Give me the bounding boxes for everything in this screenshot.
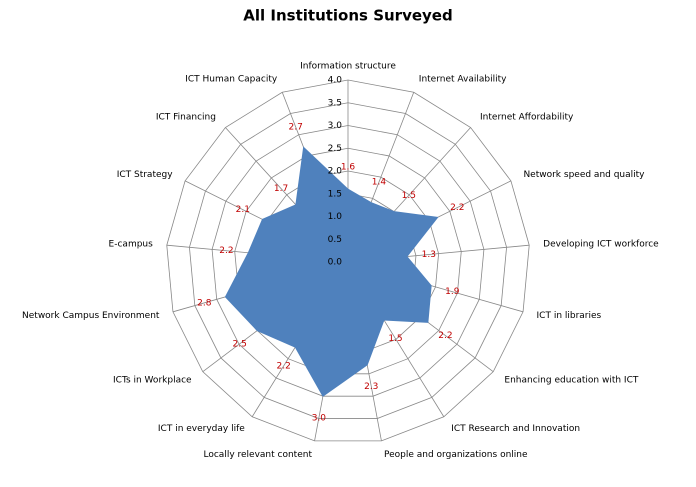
y-tick-label: 2.0	[328, 167, 343, 177]
value-label: 2.5	[233, 339, 247, 349]
category-label: People and organizations online	[384, 450, 528, 460]
value-label: 2.2	[277, 361, 291, 371]
grid-ring	[189, 102, 507, 419]
value-label: 2.3	[364, 382, 378, 392]
chart-title: All Institutions Surveyed	[243, 7, 452, 25]
radar-area	[224, 146, 439, 397]
category-label: Locally relevant content	[204, 450, 313, 460]
category-label: ICT in libraries	[537, 311, 602, 321]
y-tick-label: 4.0	[328, 76, 343, 86]
category-label: Internet Availability	[419, 75, 507, 85]
value-label: 2.7	[289, 122, 303, 132]
category-label: ICT Financing	[156, 113, 216, 123]
value-label: 2.8	[197, 298, 212, 308]
value-label: 2.2	[450, 203, 464, 213]
y-tick-label: 1.0	[328, 212, 343, 222]
category-label: Information structure	[300, 62, 396, 72]
category-label: Network speed and quality	[523, 170, 645, 180]
category-label: Developing ICT workforce	[543, 239, 659, 249]
y-tick-label: 0.0	[328, 258, 343, 268]
category-label: Enhancing education with ICT	[504, 376, 638, 386]
value-label: 1.9	[445, 287, 460, 297]
y-tick-label: 2.5	[328, 144, 342, 154]
y-tick-label: 3.0	[328, 121, 343, 131]
grid-ring	[166, 79, 530, 442]
category-label: ICTs in Workplace	[113, 376, 192, 386]
value-label: 1.3	[422, 250, 436, 260]
y-tick-label: 3.5	[328, 98, 342, 108]
value-label: 1.7	[274, 184, 288, 194]
category-label: ICT Human Capacity	[185, 75, 278, 85]
value-label: 3.0	[312, 413, 327, 423]
value-label: 1.5	[388, 334, 402, 344]
value-label: 2.2	[438, 331, 452, 341]
category-label: ICT Research and Innovation	[451, 424, 580, 434]
category-label: Network Campus Environment	[22, 311, 160, 321]
y-tick-label: 0.5	[328, 235, 342, 245]
value-label: 1.6	[341, 163, 356, 173]
category-label: Internet Affordability	[480, 113, 574, 123]
category-label: E-campus	[109, 239, 154, 249]
category-label: ICT in everyday life	[158, 424, 245, 434]
y-tick-label: 1.5	[328, 189, 342, 199]
value-label: 2.2	[219, 246, 233, 256]
grid-ring	[211, 125, 485, 397]
value-label: 2.1	[236, 205, 250, 215]
value-label: 1.4	[372, 178, 387, 188]
category-label: ICT Strategy	[117, 170, 174, 180]
value-label: 1.5	[402, 191, 416, 201]
